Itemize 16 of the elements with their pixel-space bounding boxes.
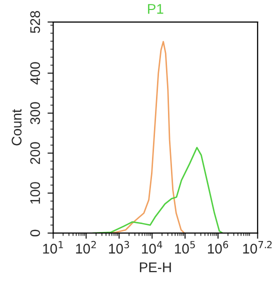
y-axis-title: Count xyxy=(12,109,22,146)
x-tick-label: 10$^{1}$ xyxy=(43,241,63,254)
y-tick-label: 528 xyxy=(30,11,40,34)
x-tick-label: 10$^{7.2}$ xyxy=(243,240,272,254)
x-axis-title: PE-H xyxy=(140,262,171,272)
y-tick-label: 400 xyxy=(30,62,40,84)
x-tick-label: 10$^{2}$ xyxy=(76,240,96,254)
x-tick-label: 10$^{5}$ xyxy=(175,241,195,254)
x-tick-label: 10$^{3}$ xyxy=(109,240,130,254)
x-tick-label: 10$^{6}$ xyxy=(208,240,228,254)
text: P1 xyxy=(148,4,164,14)
y-tick-label: 100 xyxy=(30,182,40,204)
y-tick-label: 0 xyxy=(30,230,40,236)
x-tick-label: 10$^{4}$ xyxy=(142,241,162,254)
y-tick-label: 300 xyxy=(30,102,40,124)
y-tick-label: 200 xyxy=(30,142,40,164)
